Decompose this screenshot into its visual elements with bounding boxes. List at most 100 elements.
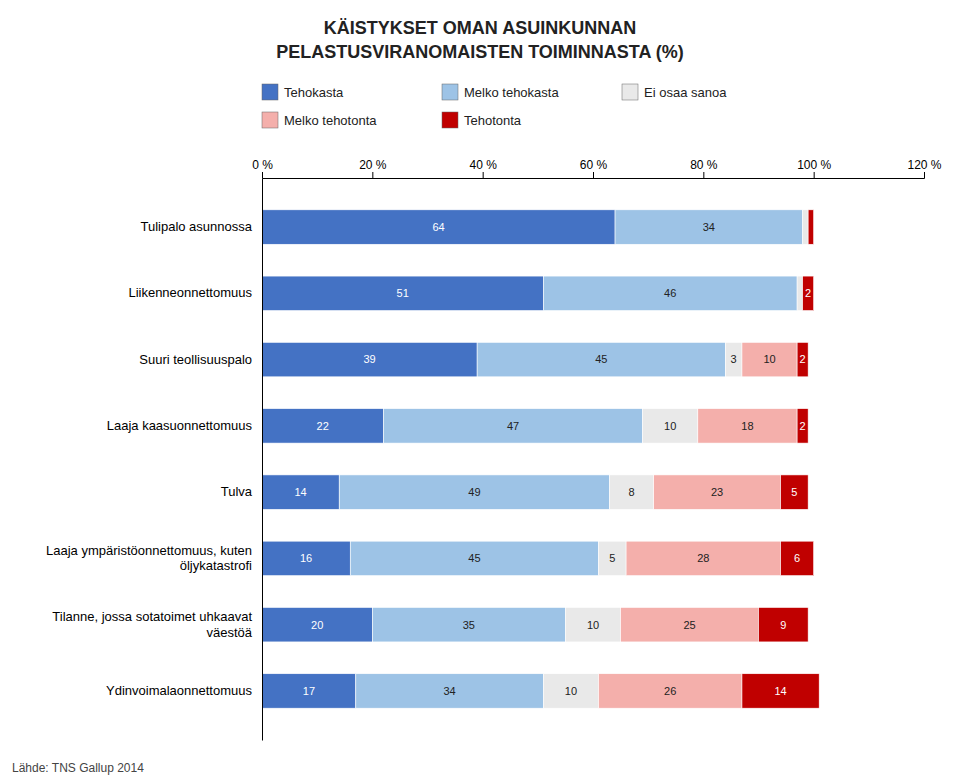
bar [803, 276, 814, 310]
data-label: 5 [609, 552, 615, 564]
bar [262, 276, 543, 310]
tick-label-line: Tilanne, jossa sotatoimet uhkaavat [52, 609, 252, 624]
tick-label: Tulva [221, 484, 253, 499]
bar [759, 607, 809, 641]
data-label: 14 [774, 685, 786, 697]
data-label: 2 [800, 420, 806, 432]
tick: Liikenneonnettomuus [128, 285, 252, 300]
bar [262, 342, 477, 376]
legend-swatch [442, 84, 458, 100]
data-label: 64 [432, 221, 444, 233]
bar [615, 210, 803, 244]
x-axis: 0 % 20 % 40 % 60 % 80 % 100 % 120 % [252, 158, 942, 179]
tick-label: 60 % [580, 158, 608, 172]
data-label: 26 [664, 685, 676, 697]
tick-mark [593, 172, 594, 178]
data-label: 18 [741, 420, 753, 432]
legend: Tehokasta Melko tehokasta Ei osaa sanoa Mel… [262, 84, 727, 128]
tick-mark [814, 172, 815, 178]
tick: Suuri teollisuuspalo [139, 352, 252, 367]
tick-label-line: Liikenneonnettomuus [128, 285, 252, 300]
legend-label: Melko tehotonta [284, 113, 377, 128]
data-labels: 6451392214162017344645474945353431085101… [294, 221, 811, 697]
data-label: 20 [311, 619, 323, 631]
legend-label: Tehokasta [284, 85, 344, 100]
legend-swatch [262, 112, 278, 128]
tick-label: Liikenneonnettomuus [128, 285, 252, 300]
legend-swatch [622, 84, 638, 100]
legend-item: Tehotonta [442, 112, 522, 128]
bar [262, 475, 339, 509]
tick: 0 % [252, 158, 273, 178]
data-label: 25 [683, 619, 695, 631]
bar [372, 607, 565, 641]
series [543, 210, 808, 708]
bar [262, 409, 383, 443]
title: KÄISTYKSET OMAN ASUINKUNNANPELASTUSVIRAN… [276, 18, 684, 62]
bar [742, 342, 797, 376]
tick-label-line: väestöä [206, 625, 252, 640]
tick: 80 % [690, 158, 718, 178]
bar [356, 674, 544, 708]
tick: Ydinvoimalaonnettomuus [106, 683, 252, 698]
tick-label: Laaja kaasuonnettomuus [107, 418, 253, 433]
bar [742, 674, 819, 708]
tick-label: Laaja ympäristöonnettomuus, kutenöljykat… [46, 543, 252, 574]
data-label: 35 [463, 619, 475, 631]
chart: KÄISTYKSET OMAN ASUINKUNNANPELASTUSVIRAN… [0, 0, 960, 784]
data-label: 10 [763, 353, 775, 365]
tick-label: 0 % [252, 158, 273, 172]
tick-label: Tilanne, jossa sotatoimet uhkaavatväestö… [52, 609, 252, 640]
bar [262, 210, 615, 244]
bar [477, 342, 725, 376]
data-label: 46 [664, 287, 676, 299]
series [599, 342, 798, 708]
data-label: 49 [468, 486, 480, 498]
legend-item: Melko tehokasta [442, 84, 559, 100]
bar [350, 541, 598, 575]
tick: 20 % [359, 158, 387, 178]
tick-label-line: Laaja kaasuonnettomuus [107, 418, 253, 433]
tick-label: 100 % [797, 158, 831, 172]
tick-label-line: Ydinvoimalaonnettomuus [106, 683, 252, 698]
axis-line [263, 172, 925, 179]
bar [610, 475, 654, 509]
tick-label: Suuri teollisuuspalo [139, 352, 252, 367]
legend-swatch [262, 84, 278, 100]
title-line: PELASTUSVIRANOMAISTEN TOIMINNASTA (%) [276, 42, 684, 62]
data-label: 16 [300, 552, 312, 564]
bar [543, 674, 598, 708]
bar [797, 276, 803, 310]
tick-label: 20 % [359, 158, 387, 172]
annotation: Lähde: TNS Gallup 2014 [12, 761, 144, 775]
tick-label-line: Tulva [221, 484, 253, 499]
data-label: 6 [794, 552, 800, 564]
data-label: 47 [507, 420, 519, 432]
tick-label-line: Laaja ympäristöonnettomuus, kuten [46, 543, 252, 558]
tick-mark [372, 172, 373, 178]
tick: 40 % [469, 158, 497, 178]
data-label: 10 [664, 420, 676, 432]
bar [262, 541, 350, 575]
tick-label: Ydinvoimalaonnettomuus [106, 683, 252, 698]
series [339, 210, 802, 708]
data-label: 28 [697, 552, 709, 564]
bar [543, 276, 797, 310]
legend-item: Ei osaa sanoa [622, 84, 727, 100]
tick-mark [703, 172, 704, 178]
bar [781, 475, 809, 509]
bar [262, 607, 372, 641]
bar [599, 541, 627, 575]
bar [621, 607, 759, 641]
tick-label-line: Suuri teollisuuspalo [139, 352, 252, 367]
bar [643, 409, 698, 443]
data-label: 2 [805, 287, 811, 299]
tick: Laaja kaasuonnettomuus [107, 418, 253, 433]
bar [781, 541, 814, 575]
tick-label: 120 % [907, 158, 941, 172]
legend-item: Melko tehotonta [262, 112, 377, 128]
bar [565, 607, 620, 641]
tick-mark [483, 172, 484, 178]
bar [725, 342, 742, 376]
tick: Tulipalo asunnossa [140, 219, 252, 234]
